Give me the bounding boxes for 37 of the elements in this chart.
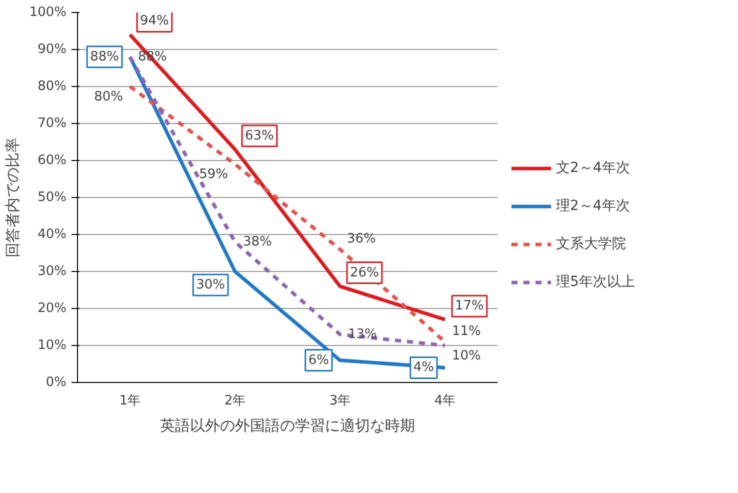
y-tick-label: 50% [38,190,67,205]
line-series [128,32,447,322]
data-label: 59% [199,167,228,182]
legend-label: 文2～4年次 [556,159,630,177]
y-tick-label: 80% [38,79,67,94]
legend-label: 理2～4年次 [556,197,630,215]
legend-label: 理5年次以上 [556,273,635,291]
y-axis-title: 回答者内での比率 [3,138,22,258]
data-label: 26% [350,265,379,280]
x-axis-title: 英語以外の外国語の学習に適切な時期 [160,416,415,434]
y-tick-label: 60% [38,153,67,168]
x-tick-label: 2年 [224,394,246,408]
y-tick-label: 70% [38,116,67,131]
data-label: 11% [452,324,481,339]
data-label: 94% [140,14,169,29]
y-tick-label: 30% [38,264,67,279]
y-tick-label: 100% [29,5,67,20]
data-label: 4% [413,360,434,376]
data-label: 13% [348,326,377,342]
x-tick-label: 3年 [329,394,351,408]
data-label: 88% [90,49,120,64]
data-label: 17% [455,298,484,314]
data-label: 10% [452,348,481,364]
y-tick-label: 20% [38,301,67,316]
y-tick-label: 40% [38,227,67,242]
x-tick-label: 1年 [119,394,141,408]
data-label: 80% [94,90,124,104]
data-label: 38% [243,234,272,250]
data-label: 30% [196,278,226,292]
y-tick-label: 90% [38,42,67,57]
x-tick-label: 4年 [434,394,456,408]
legend-label: 文系大学院 [556,235,626,253]
data-label: 6% [308,352,329,368]
data-label: 36% [347,231,376,246]
y-tick-label: 10% [38,338,67,353]
data-label: 63% [245,128,274,144]
y-tick-label: 0% [46,375,66,390]
